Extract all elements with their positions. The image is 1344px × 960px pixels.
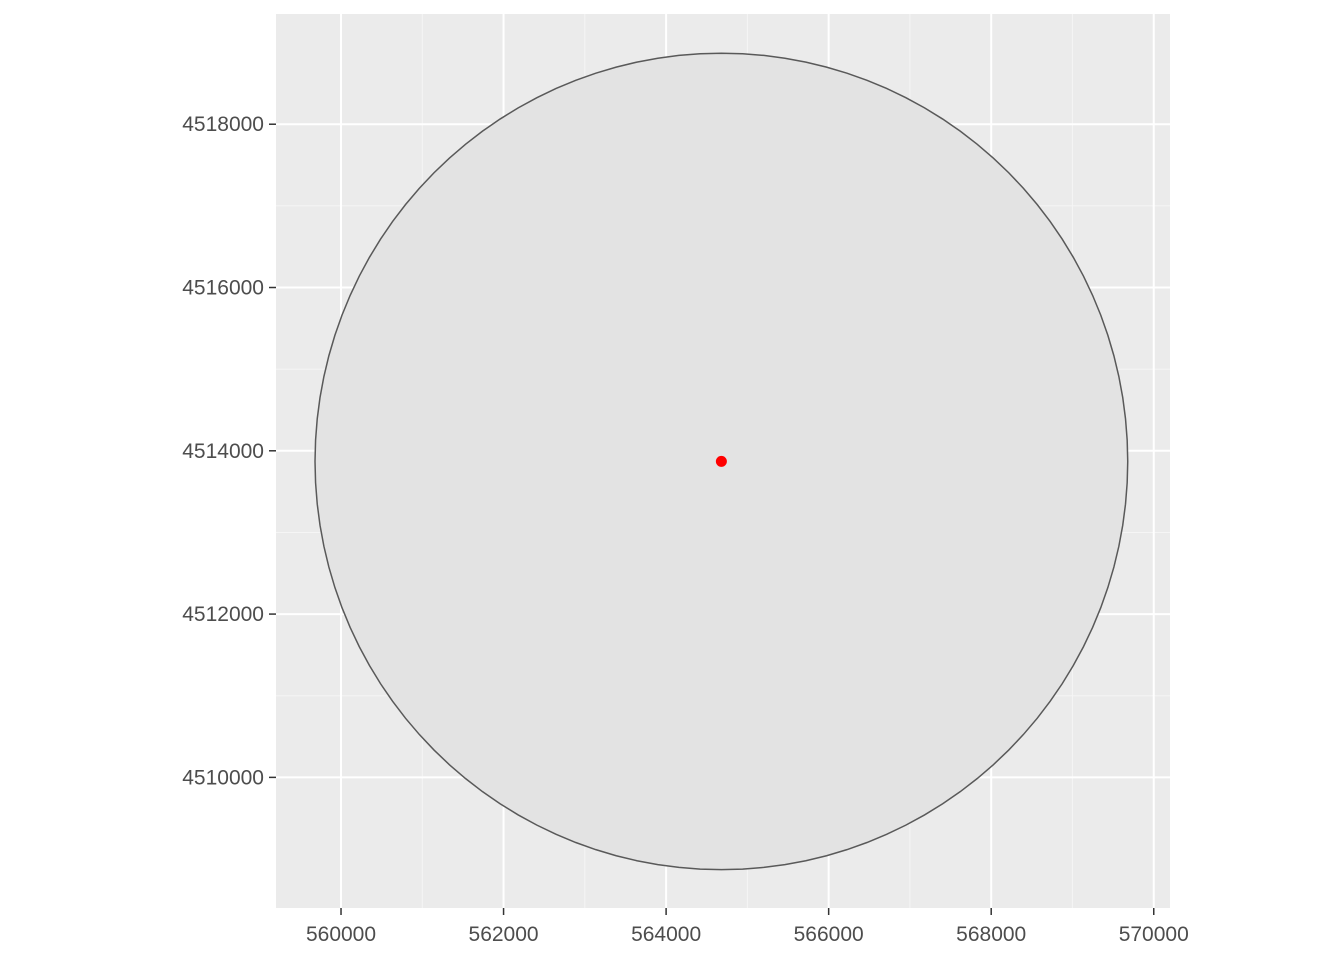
y-tick-label: 4512000: [182, 603, 264, 626]
y-axis: 4510000 4512000 4514000 4516000 4518000: [182, 113, 276, 789]
x-tick-label: 562000: [469, 923, 539, 946]
y-tick-label: 4514000: [182, 440, 264, 463]
y-tick-label: 4516000: [182, 277, 264, 300]
x-axis: 560000 562000 564000 566000 568000 570000: [306, 908, 1189, 946]
y-tick-label: 4518000: [182, 113, 264, 136]
data-point: [715, 455, 727, 467]
x-tick-label: 566000: [794, 923, 864, 946]
x-tick-label: 560000: [306, 923, 376, 946]
x-tick-label: 564000: [631, 923, 701, 946]
y-tick-label: 4510000: [182, 766, 264, 789]
x-tick-label: 568000: [956, 923, 1026, 946]
x-tick-label: 570000: [1119, 923, 1189, 946]
point-layer: [715, 455, 727, 467]
